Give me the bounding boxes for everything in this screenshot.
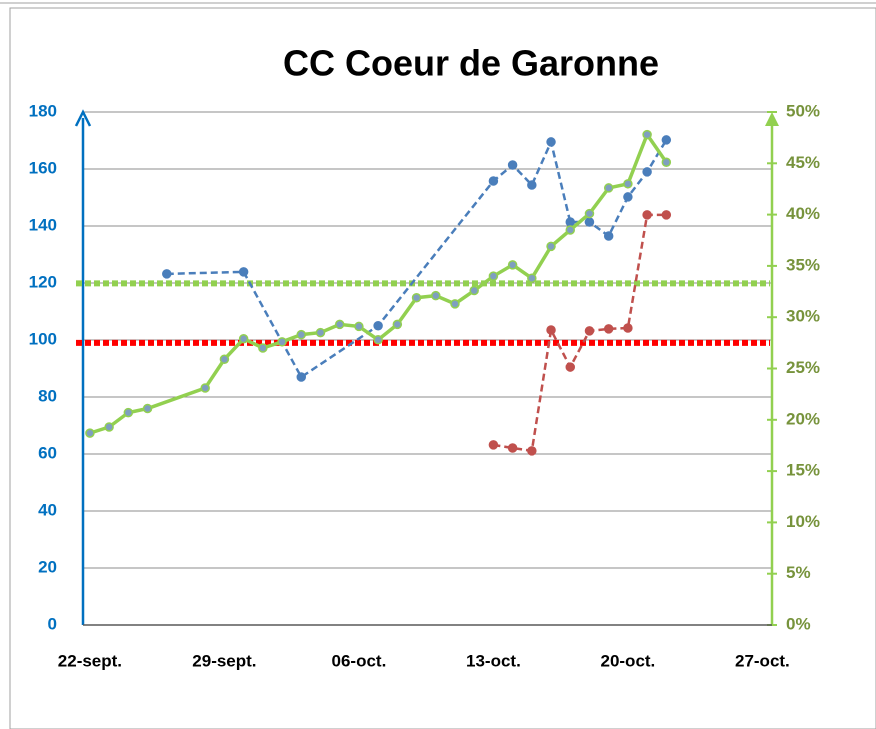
y-tick-label: 60 [38,443,57,462]
data-point [661,135,672,145]
data-point [527,273,537,283]
data-point [565,217,576,227]
data-point [219,354,230,365]
x-tick-label: 20-oct. [600,651,655,670]
data-point [488,176,499,186]
frame [9,7,876,729]
data-point [623,179,633,189]
data-point [373,321,383,331]
y2-tick-label: 40% [786,204,820,223]
data-point [661,157,672,168]
x-tick-label: 13-oct. [466,651,521,670]
data-point [623,192,633,202]
data-point [142,403,153,414]
data-point [488,271,499,281]
data-point [603,183,614,193]
y2-tick-label: 20% [786,409,820,428]
data-point [546,241,556,252]
data-point [584,208,595,219]
y2-tick-label: 5% [786,563,811,582]
x-tick-label: 27-oct. [735,651,790,670]
data-point [603,231,614,241]
data-point [104,422,114,432]
y-tick-label: 100 [29,329,57,348]
series-line [493,213,667,453]
data-point [200,383,210,393]
y-tick-label: 20 [38,557,57,576]
data-point [238,267,249,277]
series-line [166,138,668,379]
y2-tick-label: 35% [786,255,820,274]
data-point [584,217,595,227]
y-tick-label: 40 [38,500,57,519]
data-point [85,428,95,438]
data-point [565,362,576,372]
data-point [296,372,307,382]
data-point [123,407,134,418]
chart-title: CC Coeur de Garonne [283,43,659,84]
data-point [642,167,652,177]
data-point [546,137,556,147]
y-tick-label: 160 [29,158,57,177]
data-point [661,210,672,220]
data-point [507,443,518,453]
data-point [373,335,383,345]
data-point [469,285,479,296]
data-point [258,343,268,353]
data-point [450,299,460,309]
y2-tick-label: 10% [786,512,820,531]
data-point [507,160,518,170]
x-tick-label: 29-sept. [192,651,256,670]
y-tick-label: 120 [29,272,57,291]
data-point [277,337,287,347]
y2-tick-label: 25% [786,358,820,377]
y2-tick-label: 30% [786,307,820,326]
y2-tick-label: 45% [786,153,820,172]
data-point [546,325,556,335]
data-point [527,446,537,456]
data-point [315,327,326,338]
data-point [642,210,652,220]
y2-tick-label: 50% [786,101,820,120]
y-tick-label: 140 [29,215,57,234]
data-point [392,319,403,330]
data-point [431,290,441,301]
data-point [507,260,518,270]
data-point [642,129,652,140]
data-point [488,440,499,450]
data-point [623,323,633,333]
y-tick-label: 80 [38,386,57,405]
y-tick-label: 0 [48,614,57,633]
data-point [296,329,307,340]
data-point [603,324,614,334]
x-tick-label: 06-oct. [332,651,387,670]
x-tick-label: 22-sept. [58,651,122,670]
data-point [565,225,576,235]
data-point [354,321,364,332]
data-point [238,333,249,344]
y2-tick-label: 15% [786,461,820,480]
y2-axis-arrow [765,112,779,126]
data-point [584,326,595,336]
data-point [162,269,172,279]
data-point [527,180,537,190]
data-point [411,292,422,303]
y2-tick-label: 0% [786,614,811,633]
data-point [334,319,345,330]
y-tick-label: 180 [29,101,57,120]
y-axis-arrow [74,109,92,127]
